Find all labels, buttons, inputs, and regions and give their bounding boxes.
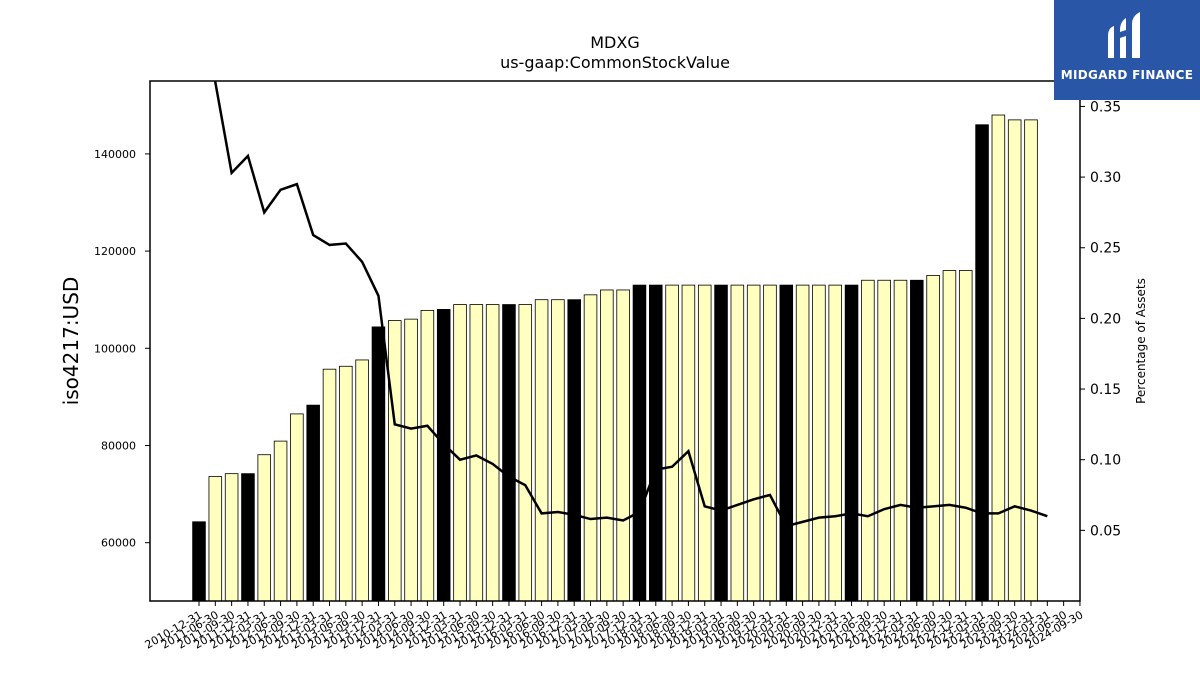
y-tick-label: 80000 (101, 439, 136, 452)
bar (991, 114, 1006, 602)
bar (453, 304, 467, 602)
bar (844, 284, 859, 602)
bar (632, 284, 647, 602)
bar (567, 299, 581, 602)
line-layer (213, 81, 1048, 528)
bar (795, 284, 810, 602)
midgard-finance-logo: MIDGARD FINANCE (1054, 0, 1200, 100)
bar (534, 299, 549, 602)
bar (681, 284, 696, 602)
y2-tick-label: 0.30 (1090, 170, 1121, 186)
y-axis-right: 0.05 0.10 0.15 0.20 0.25 0.30 0.35 (1080, 99, 1121, 539)
y-tick-label: 100000 (94, 342, 136, 355)
bar (371, 326, 386, 602)
bar (306, 404, 320, 602)
bar (436, 309, 451, 602)
y2-axis-label: Percentage of Assets (1134, 278, 1148, 404)
bar (224, 473, 239, 602)
bar (485, 304, 500, 602)
bar (665, 284, 679, 602)
y2-tick-label: 0.20 (1090, 311, 1121, 327)
bar (893, 279, 908, 602)
bar (828, 284, 842, 602)
bar (355, 359, 369, 602)
bar (322, 368, 337, 602)
bar (861, 279, 875, 602)
y-axis-label: iso4217:USD (59, 277, 83, 406)
bar (404, 318, 418, 602)
bar (551, 299, 565, 602)
y2-tick-label: 0.15 (1090, 382, 1121, 398)
bar (926, 274, 940, 602)
bar (469, 304, 484, 602)
bar (975, 124, 989, 602)
bar (1007, 119, 1022, 602)
bar (746, 284, 761, 602)
logo-text: MIDGARD FINANCE (1060, 68, 1194, 82)
bar (812, 284, 826, 602)
logo-mark-icon (1108, 12, 1140, 58)
bar (1024, 119, 1038, 602)
bar (208, 476, 223, 602)
bar (518, 304, 533, 602)
bar (730, 284, 745, 602)
bar (339, 365, 353, 602)
bar (502, 304, 516, 602)
bar (877, 279, 891, 602)
bar (290, 413, 304, 602)
bar (714, 284, 728, 602)
bar (697, 284, 712, 602)
bar (192, 521, 206, 602)
bar (958, 270, 973, 602)
y2-tick-label: 0.25 (1090, 241, 1121, 257)
bar (763, 284, 777, 602)
chart-subtitle: us-gaap:CommonStockValue (500, 53, 730, 72)
y2-tick-label: 0.10 (1090, 453, 1121, 469)
y-axis-left: 60000 80000 100000 120000 140000 (94, 148, 150, 550)
bar (241, 473, 255, 602)
bar (910, 279, 924, 602)
bar (420, 309, 435, 602)
y2-tick-label: 0.35 (1090, 99, 1121, 115)
bar (600, 289, 614, 602)
y-tick-label: 60000 (101, 537, 136, 550)
x-axis: 2010-12-312011-06-302011-09-302011-12-31… (143, 601, 1085, 652)
bar (779, 284, 794, 602)
y2-tick-label: 0.05 (1090, 523, 1121, 539)
bar (273, 440, 288, 602)
bar (583, 294, 598, 602)
percentage-line (213, 81, 1048, 528)
y-tick-label: 140000 (94, 148, 136, 161)
chart-title: MDXG (590, 33, 639, 52)
bar (387, 320, 402, 602)
bars-layer (192, 114, 1038, 602)
bar (942, 270, 957, 602)
bar (649, 284, 663, 602)
plot-frame (149, 80, 1081, 602)
y-tick-label: 120000 (94, 245, 136, 258)
bar (257, 454, 272, 602)
bar (616, 289, 630, 602)
